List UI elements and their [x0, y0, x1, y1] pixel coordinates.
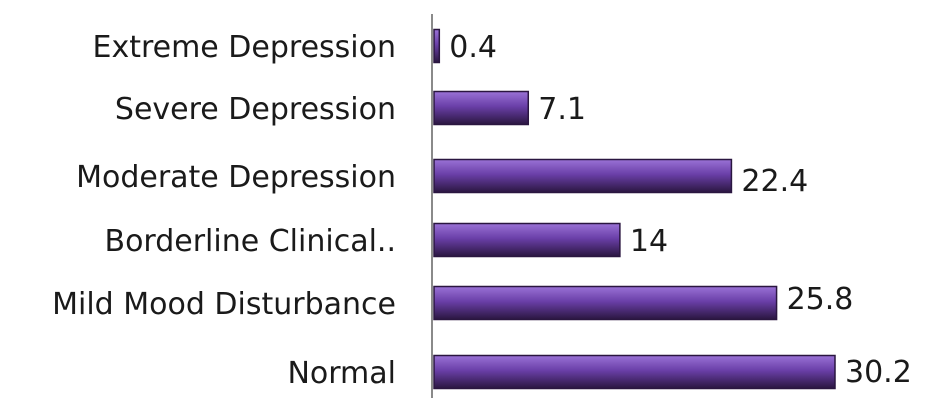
category-label: Mild Mood Disturbance — [52, 287, 396, 322]
value-labels: 0.4 7.1 22.4 14 25.8 30.2 — [449, 30, 911, 390]
bars-group — [433, 28, 836, 390]
bar — [433, 28, 441, 64]
value-label: 14 — [630, 224, 668, 259]
value-label: 22.4 — [741, 164, 808, 199]
category-label: Extreme Depression — [92, 30, 396, 65]
value-label: 30.2 — [845, 355, 912, 390]
bar — [433, 158, 733, 194]
category-label: Moderate Depression — [76, 160, 396, 195]
bar — [433, 222, 621, 258]
bar — [433, 285, 778, 321]
value-label: 25.8 — [787, 282, 854, 317]
category-label: Severe Depression — [115, 92, 396, 127]
value-label: 7.1 — [538, 92, 586, 127]
category-label: Borderline Clinical.. — [104, 224, 396, 259]
bar — [433, 90, 530, 126]
value-label: 0.4 — [449, 30, 497, 65]
category-labels: Extreme Depression Severe Depression Moder… — [52, 30, 396, 391]
bar — [433, 354, 836, 390]
category-label: Normal — [287, 356, 396, 391]
